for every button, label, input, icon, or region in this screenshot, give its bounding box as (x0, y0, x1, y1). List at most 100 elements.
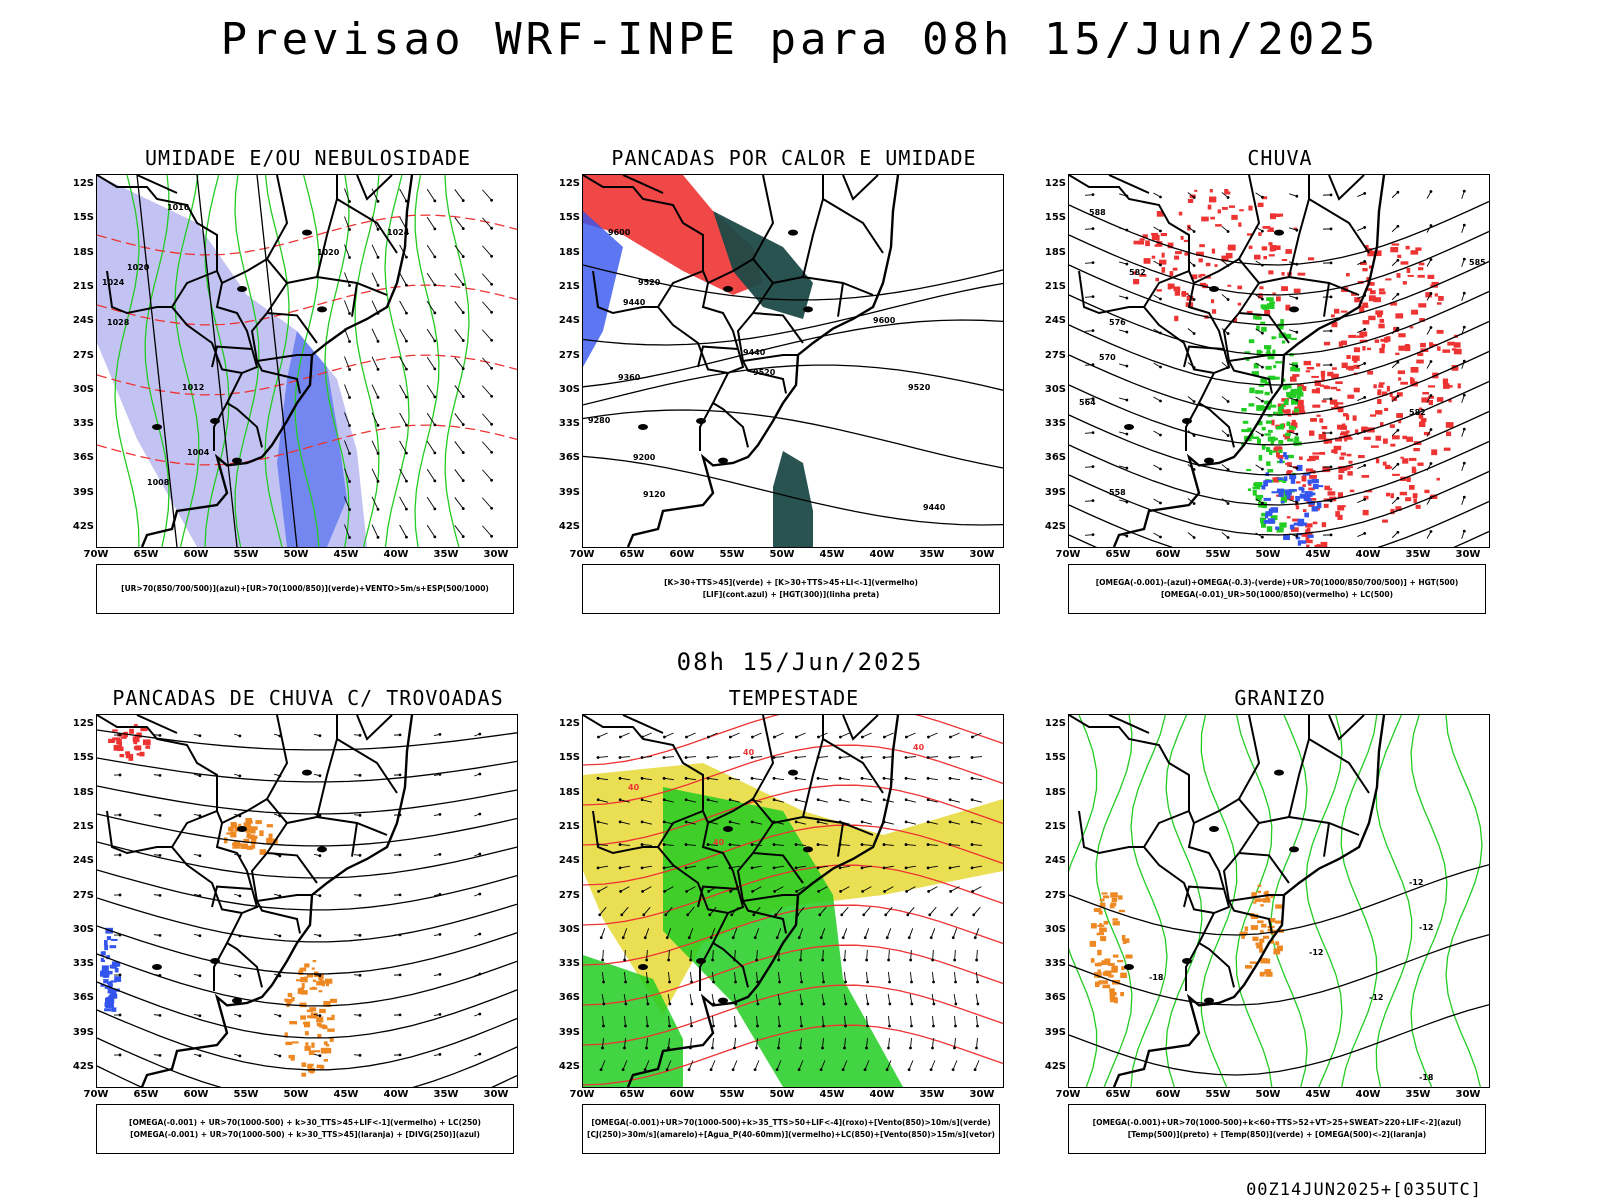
rain-blue-cell (1263, 519, 1271, 524)
lake-shape (317, 846, 327, 853)
wind-vector (951, 906, 959, 916)
lake-shape (718, 457, 728, 464)
rain-red-cell (1363, 495, 1369, 500)
rain-blue-cell (1285, 489, 1292, 496)
streamline-arrow-head (478, 812, 482, 816)
lon-tick-label: 60W (183, 1089, 209, 1100)
wind-vector (482, 301, 492, 313)
coastline (140, 715, 414, 1087)
omega-orange-cell (1275, 920, 1283, 924)
omega-orange-cell (1259, 938, 1265, 943)
lc850-contour (583, 715, 1003, 766)
wind-vector (734, 1015, 736, 1027)
lat-tick-label: 33S (558, 958, 580, 970)
wind-vector-head (860, 756, 864, 759)
wind-vector-head (772, 798, 776, 802)
lake-shape (1182, 958, 1192, 964)
lc250-streamline (97, 869, 517, 911)
wind-vector-head (709, 936, 713, 940)
wind-vector (842, 1060, 848, 1070)
wind-vector (708, 732, 718, 738)
wind-vector (931, 993, 935, 1005)
rain-red-cell (1297, 272, 1306, 276)
wind-vector (819, 906, 827, 916)
wind-vector-head (664, 913, 668, 917)
state-border (211, 885, 253, 908)
streamline-arrow-head (158, 893, 162, 897)
lat-tick-label: 30S (72, 923, 94, 935)
rain-red-cell (1139, 274, 1147, 277)
lake-shape (803, 846, 813, 853)
map-umidade: 1016 1020 1024 1028 1012 1008 1004 1020 1024 (96, 174, 518, 548)
streamline-arrow-head (1363, 328, 1367, 331)
storm-orange-cell (305, 1042, 309, 1046)
wind-vector-head (909, 958, 913, 962)
rain-red-cell (1330, 386, 1338, 390)
wind-vector-head (888, 1024, 891, 1028)
rain-red-cell (1269, 245, 1275, 252)
wind-vector (930, 1060, 936, 1070)
omega-orange-cell (1110, 902, 1117, 907)
lon-tick-label: 55W (233, 549, 259, 560)
rain-red-cell (1427, 385, 1436, 388)
rain-red-cell (1324, 438, 1333, 444)
wind-vector (598, 799, 608, 803)
wind-vector (971, 756, 983, 758)
wind-vector (688, 928, 694, 938)
wind-vector (754, 1060, 760, 1070)
divergence-blue-cell (101, 965, 109, 971)
state-border (1108, 715, 1150, 734)
wind-vector (686, 799, 696, 803)
wind-vector-head (750, 776, 754, 780)
rain-blue-cell (1267, 518, 1275, 524)
wind-vector-head (687, 936, 691, 940)
lake-shape (237, 826, 247, 832)
wind-vector (975, 971, 979, 983)
wind-vector (624, 949, 626, 961)
divergence-blue-cell (105, 1005, 112, 1009)
rain-red-cell (1405, 245, 1410, 250)
wind-vector-head (662, 820, 666, 824)
wind-vector (778, 1037, 780, 1049)
wind-vector (482, 497, 492, 509)
wind-vector-head (772, 756, 776, 759)
storm-orange-cell (306, 1009, 314, 1013)
panel-title: GRANIZO (1234, 686, 1326, 710)
wind-vector-head (910, 1024, 913, 1028)
rain-red-cell (1156, 289, 1162, 292)
rain-red-cell (1308, 257, 1315, 261)
rain-red-cell (1397, 370, 1406, 375)
temp-label: -18 (1419, 1073, 1434, 1082)
omega-orange-cell (1091, 923, 1097, 929)
wind-vector (707, 777, 719, 781)
wind-vector-head (904, 756, 908, 759)
wind-vector (454, 189, 464, 201)
wind-vector (686, 732, 696, 738)
rain-red-cell (1446, 431, 1452, 437)
omega-orange-cell (1262, 898, 1271, 903)
wind-vector (663, 844, 675, 846)
streamline-arrow-head (1260, 263, 1264, 267)
omega-orange-cell (1120, 972, 1127, 979)
rain-red-cell (1418, 262, 1425, 266)
rain-red-cell (1261, 246, 1268, 251)
wind-vector-head (777, 1046, 780, 1050)
streamline-arrow-head (1295, 364, 1299, 368)
state-border (1183, 885, 1225, 908)
streamline-arrow-head (238, 1054, 242, 1058)
hgt-label: 564 (1079, 398, 1096, 407)
storm-orange-cell (309, 1007, 317, 1012)
rain-blue-cell (1290, 478, 1296, 484)
wind-vector-head (490, 226, 494, 230)
rain-red-cell (1276, 451, 1280, 458)
rain-red-cell (1254, 314, 1261, 319)
rain-green-cell (1255, 316, 1262, 320)
rain-red-cell (1274, 245, 1281, 250)
wind-vector-head (490, 506, 494, 510)
rain-red-cell (1377, 389, 1382, 396)
streamline-arrow-head (1125, 466, 1129, 470)
streamline-arrow-head (1329, 295, 1333, 299)
wind-vector (888, 1015, 890, 1027)
legend-line-1: [OMEGA(-0.001)-(azul)+OMEGA(-0.3)-(verde… (1095, 578, 1459, 587)
rain-red-cell (1297, 401, 1304, 407)
